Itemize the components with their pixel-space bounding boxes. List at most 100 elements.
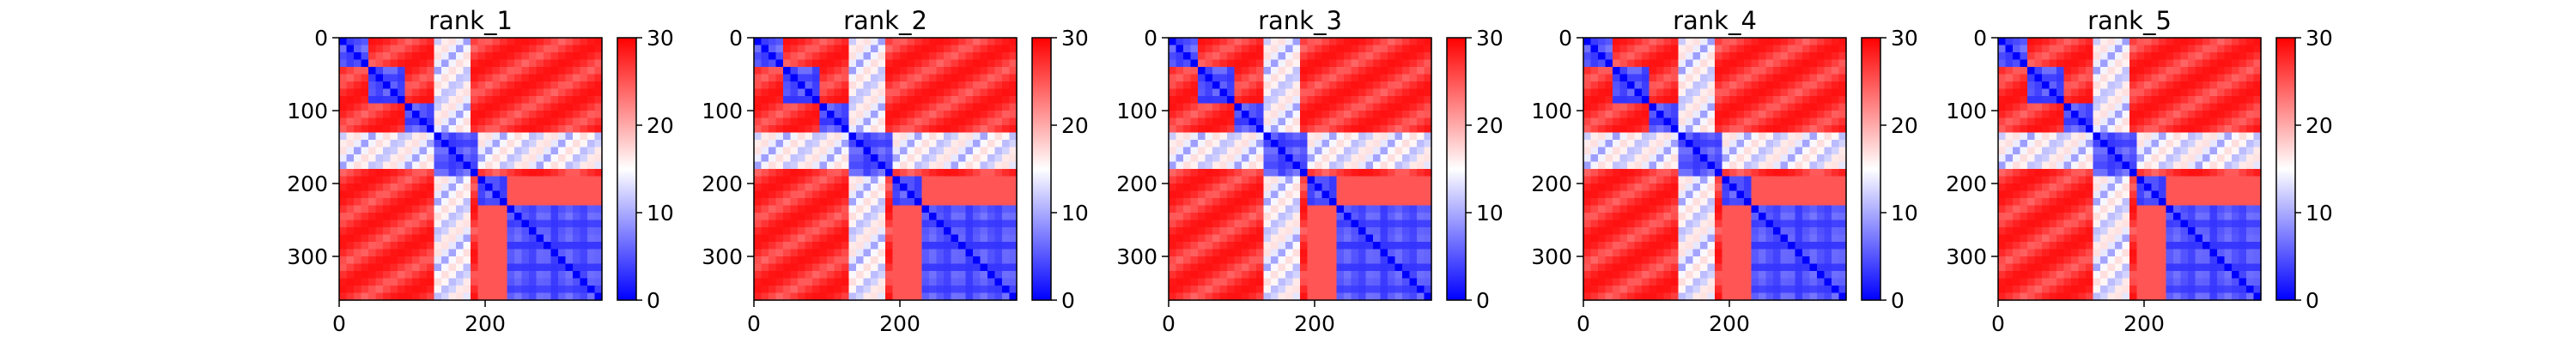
heatmap-cell [383, 161, 392, 170]
heatmap-cell [361, 263, 369, 272]
heatmap-cell [456, 286, 465, 294]
heatmap-cell [1219, 125, 1228, 134]
heatmap-cell [1256, 74, 1265, 82]
heatmap-cell [1634, 227, 1643, 236]
heatmap-cell [485, 45, 494, 53]
heatmap-cell [346, 249, 355, 257]
heatmap-cell [1729, 242, 1738, 250]
heatmap-cell [529, 234, 538, 243]
heatmap-cell [463, 242, 471, 250]
heatmap-cell [819, 88, 828, 97]
heatmap-cell [368, 117, 377, 126]
heatmap-cell [1417, 271, 1425, 280]
heatmap-cell [994, 117, 1003, 126]
heatmap-cell [383, 67, 392, 75]
heatmap-cell [1605, 147, 1613, 155]
heatmap-cell [936, 278, 945, 286]
heatmap-cell [980, 161, 988, 170]
heatmap-cell [1176, 147, 1184, 155]
heatmap-cell [404, 67, 413, 75]
heatmap-cell [339, 96, 348, 105]
heatmap-cell [1700, 147, 1709, 155]
heatmap-cell [1344, 154, 1352, 163]
heatmap-cell [1619, 220, 1628, 228]
heatmap-cell [1394, 205, 1403, 214]
heatmap-cell [951, 67, 959, 75]
heatmap-cell [1649, 205, 1657, 214]
heatmap-cell [1627, 161, 1636, 170]
heatmap-cell [404, 140, 413, 148]
heatmap-cell [819, 286, 828, 294]
heatmap-cell [565, 154, 574, 163]
heatmap-cell [871, 45, 879, 53]
heatmap-cell [1802, 213, 1811, 221]
heatmap-cell [775, 161, 784, 170]
heatmap-cell [1388, 190, 1396, 199]
heatmap-cell [1605, 184, 1613, 192]
heatmap-cell [761, 103, 769, 111]
heatmap-cell [456, 38, 465, 46]
heatmap-cell [951, 198, 959, 207]
heatmap-cell [1795, 220, 1803, 228]
heatmap-cell [1656, 103, 1665, 111]
heatmap-cell [398, 234, 406, 243]
heatmap-cell [398, 227, 406, 236]
heatmap-cell [958, 147, 967, 155]
heatmap-cell [1402, 111, 1411, 119]
heatmap-cell [863, 227, 872, 236]
heatmap-cell [471, 249, 479, 257]
heatmap-cell [500, 292, 508, 301]
heatmap-cell [594, 220, 603, 228]
heatmap-cell [1336, 242, 1345, 250]
heatmap-cell [1329, 198, 1338, 207]
heatmap-cell [1795, 74, 1803, 82]
heatmap-cell [565, 278, 574, 286]
heatmap-cell [1759, 140, 1767, 148]
heatmap-cell [1765, 220, 1774, 228]
heatmap-cell [1394, 117, 1403, 126]
heatmap-cell [1300, 125, 1309, 134]
heatmap-cell [798, 111, 806, 119]
heatmap-cell [1678, 117, 1686, 126]
heatmap-cell [368, 147, 377, 155]
heatmap-cell [1649, 184, 1657, 192]
heatmap-cell [390, 154, 398, 163]
heatmap-cell [1751, 147, 1759, 155]
heatmap-cell [1365, 67, 1374, 75]
heatmap-cell [477, 140, 486, 148]
heatmap-cell [1773, 111, 1782, 119]
heatmap-cell [448, 59, 457, 68]
heatmap-cell [1234, 205, 1242, 214]
heatmap-cell [914, 190, 923, 199]
heatmap-cell [1780, 154, 1789, 163]
heatmap-cell [427, 190, 435, 199]
heatmap-cell [871, 117, 879, 126]
heatmap-cell [783, 220, 792, 228]
heatmap-cell [1380, 125, 1388, 134]
heatmap-cell [885, 184, 894, 192]
heatmap-cell [1234, 45, 1242, 53]
heatmap-cell [994, 125, 1003, 134]
heatmap-cell [1219, 52, 1228, 61]
heatmap-cell [907, 184, 915, 192]
heatmap-cell [885, 176, 894, 184]
heatmap-cell [805, 132, 813, 141]
heatmap-cell [1190, 88, 1199, 97]
heatmap-cell [1678, 176, 1686, 184]
heatmap-cell [1365, 278, 1374, 286]
heatmap-cell [878, 286, 886, 294]
heatmap-cell [769, 67, 777, 75]
heatmap-cell [558, 59, 567, 68]
heatmap-cell [1373, 96, 1382, 105]
heatmap-cell [1824, 147, 1832, 155]
heatmap-cell [573, 147, 581, 155]
heatmap-cell [1271, 74, 1279, 82]
heatmap-cell [1649, 227, 1657, 236]
heatmap-cell [1278, 147, 1286, 155]
heatmap-cell [346, 263, 355, 272]
heatmap-cell [477, 154, 486, 163]
heatmap-cell [1256, 198, 1265, 207]
heatmap-cell [1817, 38, 1826, 46]
heatmap-cell [448, 96, 457, 105]
heatmap-cell [1365, 125, 1374, 134]
